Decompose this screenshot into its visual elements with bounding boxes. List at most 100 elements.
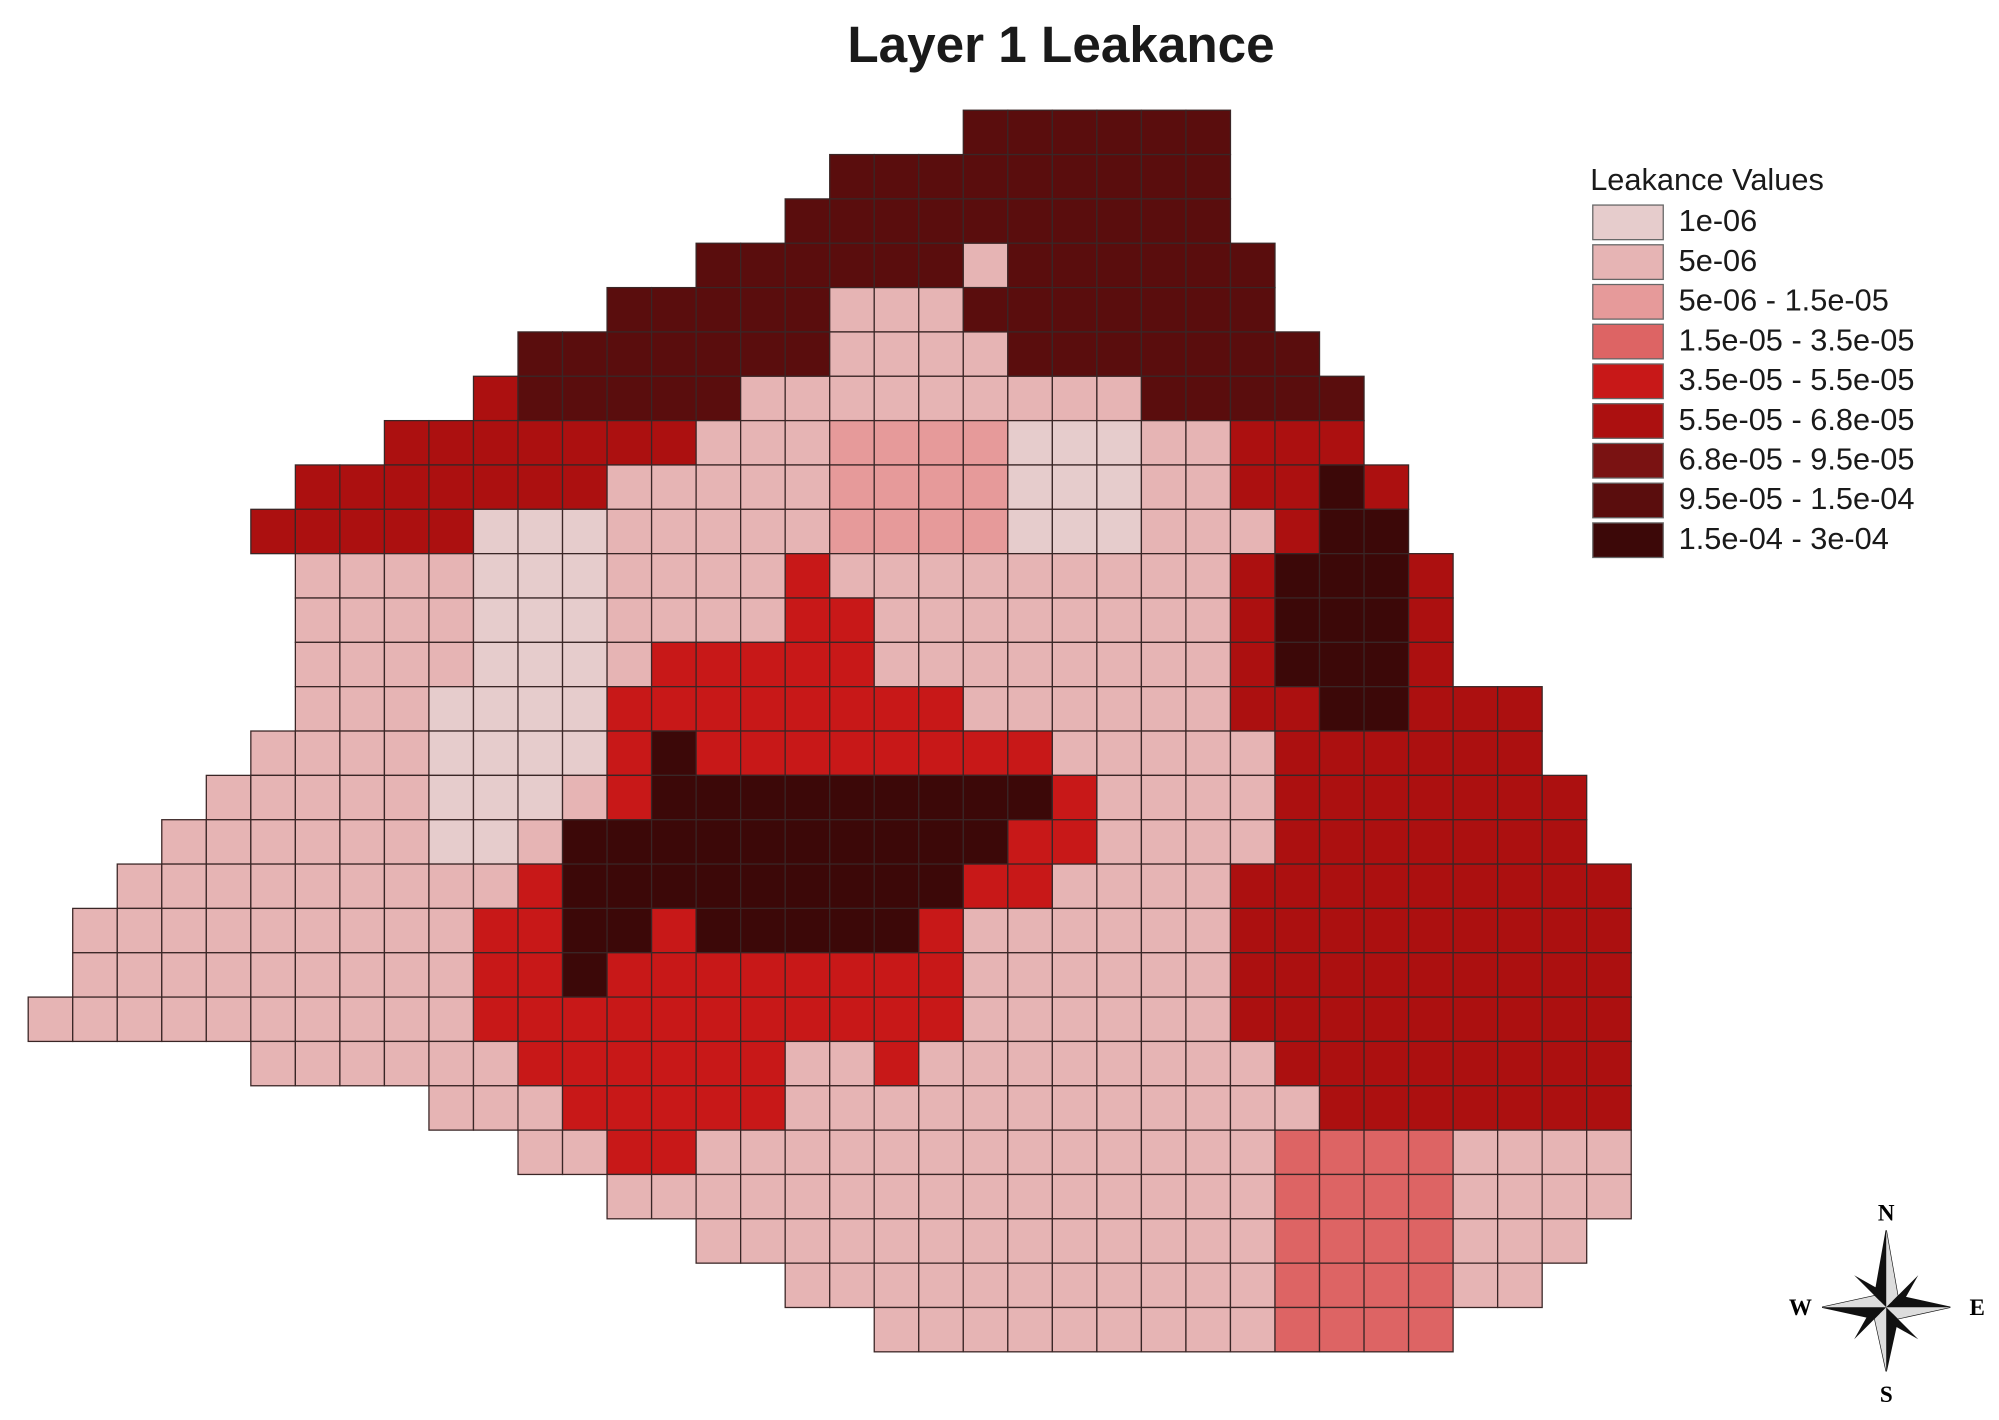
compass-south: S	[1880, 1381, 1893, 1407]
grid-cell	[962, 242, 1009, 289]
grid-cell	[1185, 1306, 1232, 1353]
grid-cell	[1051, 153, 1098, 200]
grid-cell	[1407, 952, 1454, 998]
grid-cell	[561, 730, 608, 777]
grid-cell	[1185, 375, 1232, 422]
grid-cell	[161, 907, 207, 954]
grid-cell	[1274, 730, 1321, 777]
grid-cell	[606, 1040, 653, 1087]
grid-cell	[606, 331, 653, 377]
grid-cell	[829, 286, 875, 333]
grid-cell	[1229, 863, 1276, 910]
grid-cell	[1007, 153, 1053, 200]
grid-cell	[72, 907, 118, 954]
grid-cell	[1096, 996, 1143, 1043]
grid-cell	[1096, 952, 1143, 998]
grid-cell	[1274, 863, 1321, 910]
grid-cell	[962, 109, 1009, 156]
grid-cell	[517, 508, 564, 555]
grid-cell	[740, 1129, 786, 1176]
grid-cell	[784, 907, 831, 954]
grid-cell	[695, 553, 742, 599]
grid-cell	[1496, 819, 1543, 865]
grid-cell	[561, 952, 608, 998]
grid-cell	[339, 464, 386, 510]
grid-cell	[740, 597, 786, 643]
grid-cell	[873, 375, 920, 422]
grid-cell	[294, 1040, 341, 1087]
grid-cell	[962, 863, 1009, 910]
grid-cell	[962, 1129, 1009, 1176]
grid-cell	[1185, 331, 1232, 377]
grid-cell	[695, 1040, 742, 1087]
grid-cell	[205, 863, 252, 910]
grid-cell	[561, 686, 608, 732]
legend-swatch	[1592, 522, 1664, 559]
grid-cell	[784, 1173, 831, 1220]
grid-cell	[1407, 1040, 1454, 1087]
grid-cell	[784, 597, 831, 643]
grid-cell	[962, 686, 1009, 732]
grid-cell	[1140, 464, 1187, 510]
grid-cell	[1140, 952, 1187, 998]
grid-cell	[472, 907, 519, 954]
grid-cell	[1318, 996, 1365, 1043]
grid-cell	[873, 1040, 920, 1087]
grid-cell	[472, 1040, 519, 1087]
grid-cell	[695, 1218, 742, 1264]
grid-cell	[294, 641, 341, 688]
grid-cell	[472, 819, 519, 865]
grid-cell	[740, 1085, 786, 1131]
grid-cell	[1541, 1129, 1588, 1176]
grid-cell	[1096, 774, 1143, 821]
grid-cell	[873, 419, 920, 466]
grid-cell	[918, 1040, 964, 1087]
grid-cell	[740, 686, 786, 732]
grid-cell	[1274, 774, 1321, 821]
grid-cell	[1007, 464, 1053, 510]
grid-cell	[1140, 153, 1187, 200]
grid-cell	[1140, 774, 1187, 821]
grid-cell	[250, 1040, 297, 1087]
grid-cell	[1096, 1262, 1143, 1309]
grid-cell	[205, 907, 252, 954]
grid-cell	[1274, 1173, 1321, 1220]
grid-cell	[1407, 1262, 1454, 1309]
grid-cell	[250, 952, 297, 998]
grid-cell	[873, 686, 920, 732]
grid-cell	[1229, 1129, 1276, 1176]
grid-cell	[1274, 1040, 1321, 1087]
legend-label: 1.5e-05 - 3.5e-05	[1679, 322, 1915, 357]
grid-cell	[1185, 1173, 1232, 1220]
grid-cell	[1051, 419, 1098, 466]
grid-cell	[1274, 553, 1321, 599]
grid-cell	[1274, 464, 1321, 510]
grid-cell	[1140, 597, 1187, 643]
grid-cell	[1229, 1218, 1276, 1264]
grid-cell	[339, 508, 386, 555]
grid-cell	[517, 996, 564, 1043]
grid-cell	[472, 375, 519, 422]
grid-cell	[1140, 819, 1187, 865]
grid-cell	[1274, 508, 1321, 555]
grid-cell	[829, 1262, 875, 1309]
grid-cell	[561, 774, 608, 821]
grid-cell	[695, 508, 742, 555]
grid-cell	[1452, 1040, 1499, 1087]
legend: 1e-06 5e-06 5e-06 - 1.5e-05 1.5e-05 - 3.5e-…	[1592, 203, 1915, 559]
grid-cell	[428, 907, 475, 954]
grid-cell	[1274, 1085, 1321, 1131]
grid-cell	[1185, 508, 1232, 555]
grid-cell	[918, 1085, 964, 1131]
grid-cell	[517, 464, 564, 510]
grid-cell	[1586, 952, 1632, 998]
grid-cell	[962, 730, 1009, 777]
grid-cell	[517, 419, 564, 466]
grid-cell	[873, 907, 920, 954]
grid-cell	[1274, 1129, 1321, 1176]
grid-cell	[1318, 1129, 1365, 1176]
grid-cell	[962, 198, 1009, 244]
grid-cell	[1051, 1129, 1098, 1176]
grid-cell	[161, 996, 207, 1043]
grid-cell	[561, 641, 608, 688]
